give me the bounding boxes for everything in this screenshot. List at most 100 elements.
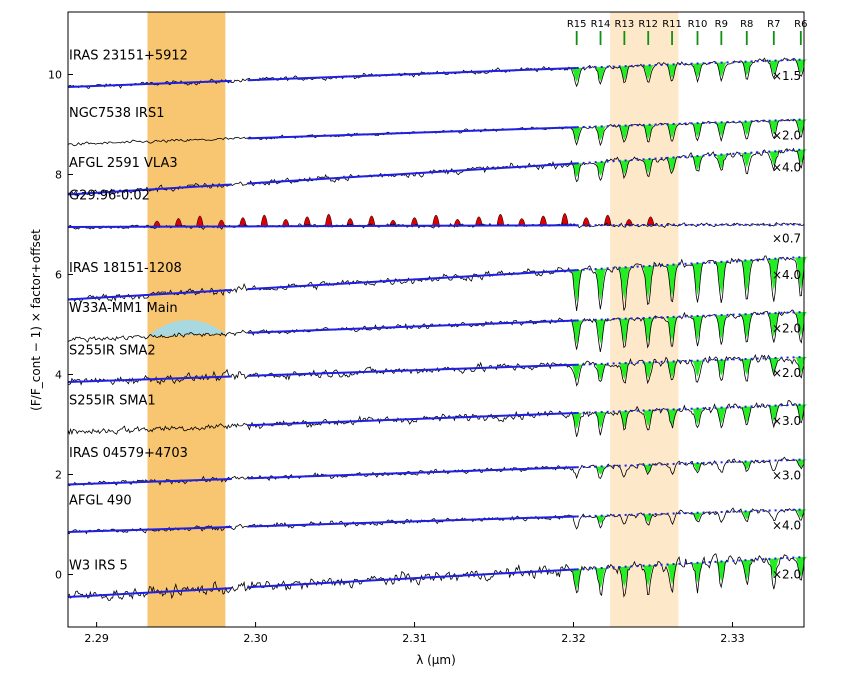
continuum-fit-iras-04579-4703-1 <box>247 466 577 480</box>
series-iras-23151-5912: IRAS 23151+5912 ×1.5 <box>67 49 808 89</box>
absorption-fill-afgl-2591-vla3-6 <box>714 154 729 169</box>
absorption-fill-ngc7538-irs1-4 <box>664 123 680 138</box>
series-afgl-2591-vla3: AFGL 2591 VLA3 ×4.0 <box>67 147 808 197</box>
series-w33a-mm1-main: W33A-MM1 Main ×2.0 <box>67 301 808 352</box>
factor-label-ngc7538-irs1: ×2.0 <box>772 129 801 143</box>
series-s255ir-sma2: S255IR SMA2 ×2.0 <box>67 344 808 387</box>
series-afgl-490: AFGL 490 ×4.0 <box>67 494 808 535</box>
continuum-fit-g29-96-0-02-0 <box>67 224 577 228</box>
absorption-fill-afgl-2591-vla3-1 <box>593 161 608 176</box>
continuum-extrapolation-w33a-mm1-main <box>576 311 805 322</box>
absorption-fill-ngc7538-irs1-9 <box>793 119 808 134</box>
factor-label-g29-96-0-02: ×0.7 <box>772 231 801 245</box>
absorption-fill-iras-18151-1208-7 <box>739 260 754 293</box>
absorption-fill-afgl-490-9 <box>793 509 808 518</box>
series-iras-04579-4703: IRAS 04579+4703 ×3.0 <box>67 446 808 487</box>
ice-feature-fill <box>147 320 226 337</box>
continuum-fit-iras-18151-1208-0 <box>67 289 232 301</box>
continuum-extrapolation-w3-irs-5 <box>576 556 805 571</box>
series-ngc7538-irs1: NGC7538 IRS1 ×2.0 <box>67 106 808 147</box>
absorption-fill-w3-irs-5-4 <box>664 563 680 585</box>
absorption-fill-w3-irs-5-3 <box>641 565 656 586</box>
series-g29-96-0-02: G29.96-0.02 ×0.7 <box>67 189 805 245</box>
absorption-fill-w33a-mm1-main-0 <box>569 320 584 345</box>
absorption-fill-iras-23151-5912-3 <box>641 65 656 80</box>
y-tick-label-0: 0 <box>55 569 62 582</box>
object-label-afgl-2591-vla3: AFGL 2591 VLA3 <box>69 156 178 171</box>
absorption-fill-w33a-mm1-main-5 <box>690 315 705 340</box>
x-tick-label-4: 2.33 <box>720 632 745 645</box>
continuum-fit-w3-irs-5-1 <box>247 568 577 589</box>
absorption-fill-ngc7538-irs1-7 <box>739 121 754 136</box>
absorption-fill-iras-18151-1208-3 <box>641 265 656 298</box>
continuum-extrapolation-afgl-490 <box>576 508 805 518</box>
factor-label-iras-04579-4703: ×3.0 <box>772 469 801 483</box>
y-tick-label-5: 10 <box>48 69 62 82</box>
continuum-fit-iras-23151-5912-1 <box>247 66 577 82</box>
absorption-fill-w33a-mm1-main-7 <box>739 313 754 339</box>
continuum-fit-afgl-2591-vla3-0 <box>67 183 232 196</box>
spectrum-s255ir-sma1 <box>67 400 805 437</box>
emission-peak-23 <box>646 216 655 226</box>
absorption-fill-s255ir-sma2-6 <box>714 359 729 376</box>
absorption-fill-s255ir-sma2-8 <box>766 357 781 374</box>
continuum-extrapolation-s255ir-sma1 <box>576 403 805 414</box>
marker-label-r10: R10 <box>688 19 708 30</box>
absorption-fill-s255ir-sma1-3 <box>641 410 656 427</box>
object-label-iras-23151-5912: IRAS 23151+5912 <box>69 49 188 64</box>
absorption-fill-s255ir-sma2-3 <box>641 362 656 379</box>
continuum-fit-w3-irs-5-0 <box>67 587 232 598</box>
absorption-fill-afgl-2591-vla3-7 <box>739 152 754 167</box>
series-iras-18151-1208: IRAS 18151-1208 ×4.0 <box>67 255 808 311</box>
x-tick-label-0: 2.29 <box>84 632 109 645</box>
series-w3-irs-5: W3 IRS 5 ×2.0 <box>67 553 808 601</box>
continuum-extrapolation-ngc7538-irs1 <box>576 118 805 129</box>
absorption-fill-w3-irs-5-8 <box>766 558 781 579</box>
absorption-fill-afgl-2591-vla3-4 <box>664 157 680 172</box>
marker-label-r13: R13 <box>615 19 635 30</box>
continuum-fit-iras-04579-4703-0 <box>67 477 232 486</box>
x-tick-label-2: 2.31 <box>402 632 427 645</box>
continuum-fit-s255ir-sma2-0 <box>67 375 232 383</box>
continuum-extrapolation-iras-23151-5912 <box>576 58 805 69</box>
absorption-fill-s255ir-sma1-0 <box>569 412 584 429</box>
continuum-extrapolation-s255ir-sma2 <box>576 356 805 366</box>
absorption-fill-ngc7538-irs1-1 <box>593 126 608 141</box>
object-label-s255ir-sma2: S255IR SMA2 <box>69 344 156 359</box>
absorption-fill-iras-18151-1208-2 <box>617 267 632 300</box>
continuum-fit-iras-23151-5912-0 <box>67 79 232 88</box>
absorption-fill-s255ir-sma2-2 <box>617 362 632 380</box>
marker-label-r11: R11 <box>662 19 682 30</box>
absorption-fill-afgl-2591-vla3-8 <box>766 150 781 166</box>
x-tick-label-3: 2.32 <box>561 632 586 645</box>
absorption-fill-s255ir-sma2-4 <box>664 361 680 378</box>
absorption-fill-s255ir-sma2-1 <box>593 363 608 380</box>
y-tick-label-4: 8 <box>55 169 62 182</box>
continuum-fit-ngc7538-irs1-0 <box>247 126 577 140</box>
series-s255ir-sma1: S255IR SMA1 ×3.0 <box>67 394 808 437</box>
continuum-fit-afgl-2591-vla3-1 <box>247 162 577 185</box>
object-label-iras-18151-1208: IRAS 18151-1208 <box>69 261 182 276</box>
marker-label-r9: R9 <box>715 19 728 30</box>
continuum-extrapolation-afgl-2591-vla3 <box>576 148 805 165</box>
plot-frame <box>67 11 805 628</box>
spectrum-ngc7538-irs1 <box>67 118 805 147</box>
line-markers: R15 R14 R13 R12 R11 R10 R9 R8 R7 R6 <box>567 19 807 45</box>
continuum-extrapolation-g29-96-0-02 <box>576 223 805 227</box>
object-label-w3-irs-5: W3 IRS 5 <box>69 559 128 574</box>
y-tick-label-1: 2 <box>55 469 62 482</box>
absorption-fill-w3-irs-5-2 <box>617 566 632 587</box>
factor-label-iras-23151-5912: ×1.5 <box>772 69 801 83</box>
factor-label-s255ir-sma1: ×3.0 <box>772 414 801 428</box>
absorption-fill-s255ir-sma1-9 <box>793 404 808 421</box>
continuum-fit-w33a-mm1-main-0 <box>247 319 577 334</box>
x-axis-title: λ (μm) <box>416 653 456 667</box>
absorption-fill-iras-18151-1208-0 <box>569 269 584 303</box>
factor-label-s255ir-sma2: ×2.0 <box>772 366 801 380</box>
continuum-fit-iras-18151-1208-1 <box>247 269 577 291</box>
absorption-fill-afgl-2591-vla3-3 <box>641 158 656 173</box>
absorption-fill-afgl-2591-vla3-9 <box>793 149 808 164</box>
object-label-ngc7538-irs1: NGC7538 IRS1 <box>69 106 164 121</box>
continuum-extrapolation-iras-18151-1208 <box>576 256 805 272</box>
